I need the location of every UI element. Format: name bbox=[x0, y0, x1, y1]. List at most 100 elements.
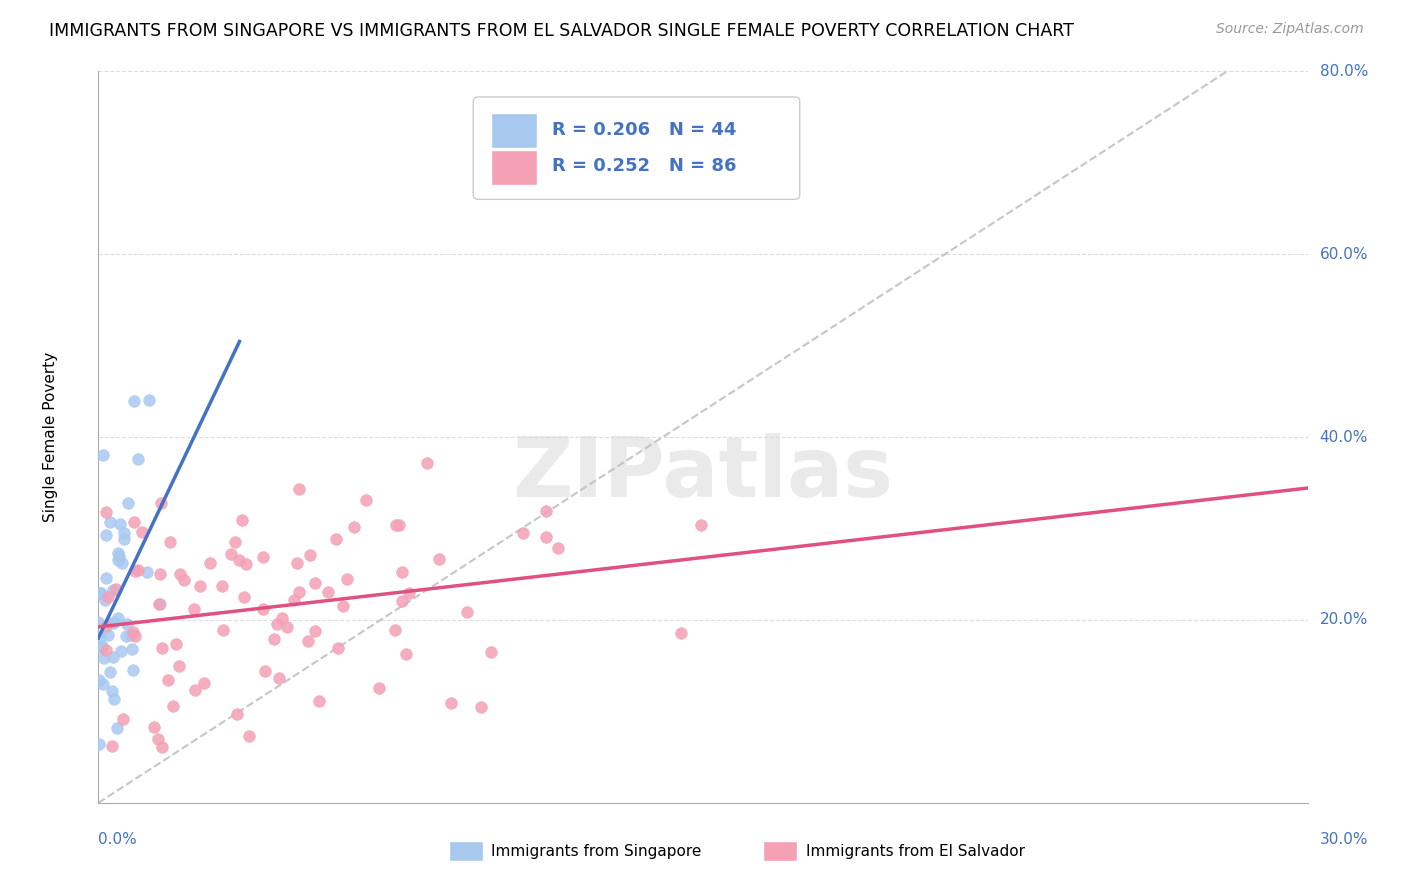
Point bbox=[107, 546, 129, 560]
Point bbox=[97, 628, 120, 642]
Point bbox=[219, 547, 242, 561]
Point bbox=[91, 639, 114, 653]
Point bbox=[148, 597, 170, 611]
Text: ZIPatlas: ZIPatlas bbox=[513, 434, 893, 514]
Text: Source: ZipAtlas.com: Source: ZipAtlas.com bbox=[1216, 22, 1364, 37]
Point bbox=[212, 623, 235, 637]
Point bbox=[122, 516, 145, 530]
Point bbox=[98, 515, 121, 529]
Point bbox=[479, 645, 502, 659]
Point bbox=[456, 606, 478, 620]
Point bbox=[547, 541, 569, 555]
Point bbox=[103, 691, 125, 706]
Point bbox=[156, 673, 179, 688]
Point bbox=[276, 619, 298, 633]
Point bbox=[122, 663, 145, 677]
Point bbox=[193, 676, 215, 690]
Point bbox=[384, 623, 406, 637]
Point bbox=[354, 493, 377, 508]
Point bbox=[162, 699, 184, 714]
Point bbox=[107, 549, 129, 564]
Point bbox=[288, 585, 311, 599]
Point bbox=[101, 582, 124, 597]
Point bbox=[90, 641, 112, 656]
Point bbox=[115, 629, 138, 643]
Point bbox=[316, 585, 339, 599]
Point bbox=[253, 664, 276, 678]
Point bbox=[398, 586, 420, 600]
Point bbox=[90, 586, 112, 600]
Point bbox=[238, 729, 260, 743]
Point bbox=[112, 526, 135, 541]
Point bbox=[283, 593, 305, 607]
Point bbox=[169, 566, 191, 581]
Point bbox=[91, 677, 114, 691]
Text: 30.0%: 30.0% bbox=[1320, 832, 1368, 847]
Point bbox=[231, 513, 253, 527]
Point bbox=[103, 615, 125, 629]
Point bbox=[391, 566, 413, 580]
Bar bbox=[763, 841, 797, 862]
Point bbox=[263, 632, 285, 647]
Point bbox=[269, 671, 291, 685]
Point bbox=[105, 721, 128, 735]
Point bbox=[288, 483, 311, 497]
Point bbox=[149, 597, 172, 611]
Point bbox=[149, 566, 172, 581]
Point bbox=[266, 617, 288, 632]
Point bbox=[232, 590, 254, 604]
Text: Immigrants from Singapore: Immigrants from Singapore bbox=[492, 844, 702, 859]
Point bbox=[304, 624, 326, 638]
FancyBboxPatch shape bbox=[474, 97, 800, 200]
Text: Immigrants from El Salvador: Immigrants from El Salvador bbox=[806, 844, 1025, 859]
Point bbox=[101, 649, 124, 664]
Point bbox=[440, 697, 463, 711]
Point bbox=[308, 694, 330, 708]
Point bbox=[211, 579, 233, 593]
Point bbox=[159, 534, 181, 549]
Point bbox=[117, 496, 139, 510]
Point bbox=[94, 505, 117, 519]
Point bbox=[512, 526, 534, 541]
Text: 20.0%: 20.0% bbox=[1320, 613, 1368, 627]
Point bbox=[94, 593, 117, 607]
Point bbox=[304, 575, 326, 590]
Point bbox=[470, 700, 492, 714]
Point bbox=[385, 518, 408, 533]
Point bbox=[429, 552, 451, 566]
Point bbox=[89, 586, 111, 600]
Point bbox=[388, 517, 411, 532]
Point bbox=[252, 602, 274, 616]
Point bbox=[150, 740, 173, 755]
Point bbox=[271, 611, 294, 625]
Point bbox=[325, 532, 347, 546]
Point bbox=[122, 393, 145, 408]
Point bbox=[142, 720, 165, 734]
Point bbox=[226, 707, 249, 722]
Point bbox=[690, 518, 713, 533]
Point bbox=[112, 712, 135, 726]
Point bbox=[152, 640, 174, 655]
Point bbox=[299, 548, 322, 562]
Point bbox=[96, 572, 118, 586]
Point bbox=[534, 503, 557, 517]
Text: R = 0.206   N = 44: R = 0.206 N = 44 bbox=[551, 121, 737, 139]
Point bbox=[671, 625, 693, 640]
Point bbox=[103, 616, 125, 631]
Point bbox=[105, 582, 128, 596]
Text: 40.0%: 40.0% bbox=[1320, 430, 1368, 444]
Point bbox=[391, 594, 413, 608]
Point bbox=[127, 563, 149, 577]
Point bbox=[252, 550, 274, 565]
Bar bbox=[449, 841, 482, 862]
Point bbox=[416, 456, 439, 470]
Text: Single Female Poverty: Single Female Poverty bbox=[42, 352, 58, 522]
Point bbox=[167, 658, 190, 673]
Text: R = 0.252   N = 86: R = 0.252 N = 86 bbox=[551, 158, 737, 176]
Point bbox=[297, 634, 319, 648]
Point bbox=[326, 640, 349, 655]
Point bbox=[101, 739, 124, 753]
Text: IMMIGRANTS FROM SINGAPORE VS IMMIGRANTS FROM EL SALVADOR SINGLE FEMALE POVERTY C: IMMIGRANTS FROM SINGAPORE VS IMMIGRANTS … bbox=[49, 22, 1074, 40]
Point bbox=[110, 644, 132, 658]
Point bbox=[98, 665, 121, 680]
